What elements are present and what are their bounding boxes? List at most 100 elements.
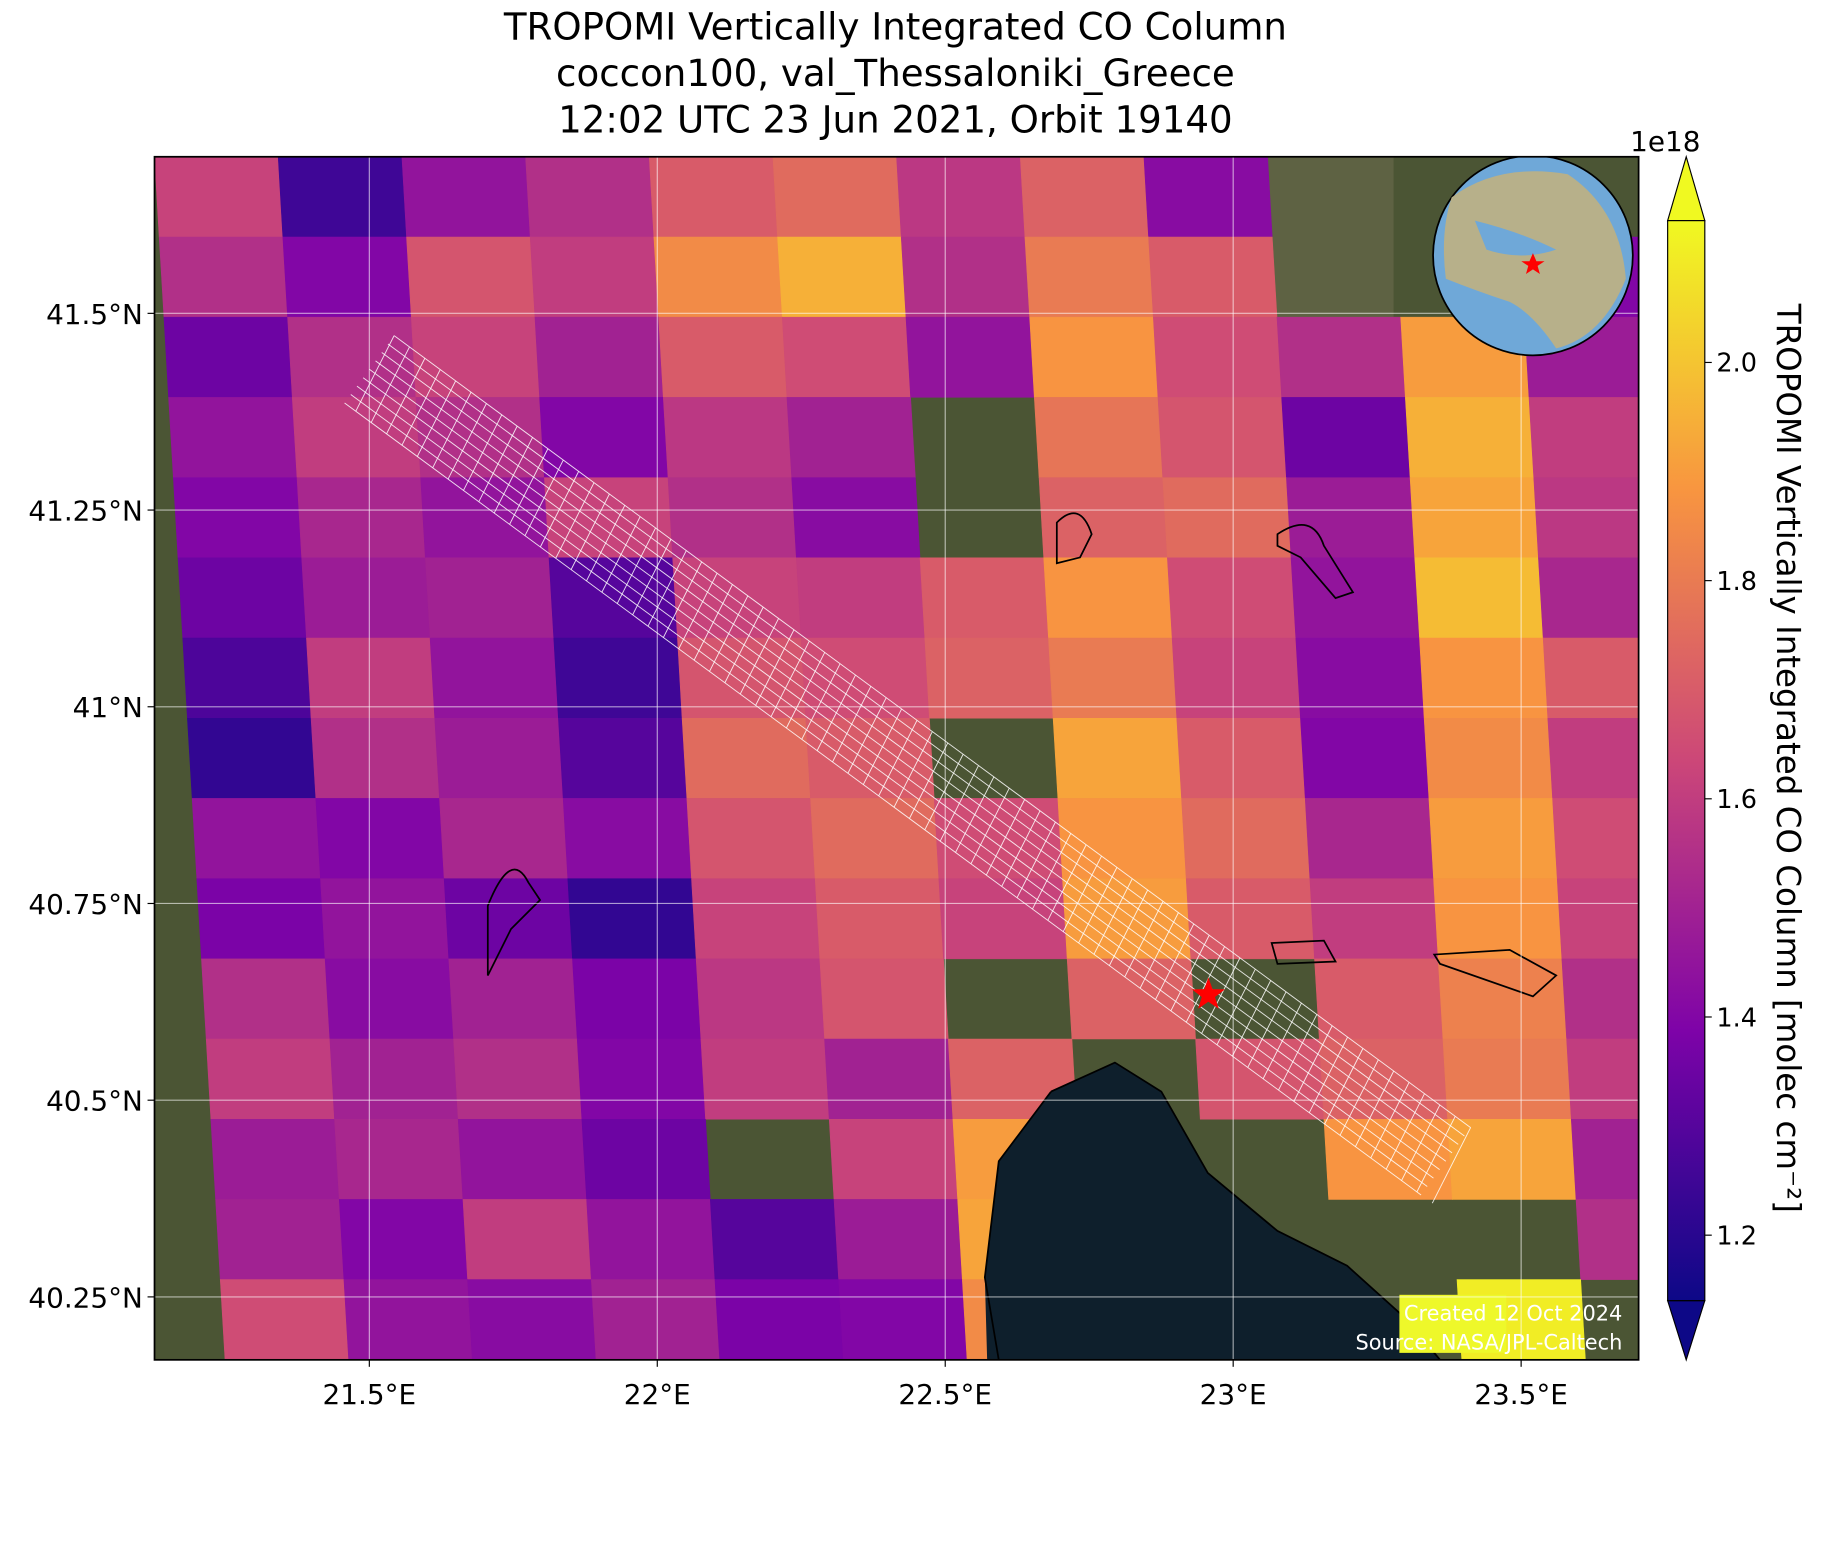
co-pixel [900,236,1030,318]
co-pixel [781,316,911,398]
co-pixel [1162,477,1292,559]
co-pixel [163,316,293,398]
co-pixel [905,316,1035,398]
co-pixel [586,1199,716,1280]
coastline [983,1091,1052,1360]
footprint-line [939,765,979,842]
footprint-line [1278,1014,1318,1091]
footprint-line [724,606,764,683]
co-pixel [1043,557,1173,639]
co-pixel [173,477,302,559]
footprint-line [878,720,918,797]
co-pixel [1024,236,1154,318]
footprint-line [401,369,441,446]
y-tick-label: 40.5°N [46,1085,143,1118]
footprint-line [416,380,457,457]
footprint-line [555,482,595,559]
co-pixel [1148,236,1278,318]
lake [1276,524,1355,600]
footprint-line [1139,912,1179,989]
footprint-line [524,459,564,536]
co-pixel [187,717,317,799]
footprint-line [1201,957,1241,1034]
x-tick-label: 22°E [624,1378,691,1411]
footprint-line [393,335,1471,1128]
footprint-line [432,391,472,468]
footprint-line [1385,1093,1425,1170]
footprint-line [678,572,718,650]
co-pixel [1423,717,1553,799]
footprint-line [1262,1002,1302,1079]
footprint-line [1416,1116,1456,1193]
co-pixel [1405,397,1535,478]
co-pixel [1281,397,1411,478]
co-pixel [1304,798,1434,879]
footprint-line [1032,833,1072,910]
colorbar-exponent: 1e18 [1630,125,1700,158]
footprint-line [539,471,580,548]
co-pixel [1052,717,1182,799]
co-pixel [558,717,688,799]
co-pixel [572,958,702,1040]
footprint-line [924,754,964,831]
footprint-line [1216,968,1256,1046]
grid [154,156,1639,1360]
co-pixel [467,1279,597,1360]
axes: 21.5°E 22°E 22.5°E 23°E 23.5°E 41.5°N 41.25°N 4… [28,298,1568,1411]
co-pixel [401,156,531,238]
co-pixel [301,557,431,639]
co-pixel [896,156,1026,238]
co-pixel [434,717,564,799]
footprint-line [375,360,1453,1154]
x-tick-label: 22.5°E [898,1378,992,1411]
co-pixel [439,798,569,879]
co-pixel [838,1279,968,1360]
co-pixel [1561,958,1639,1040]
co-pixel [168,397,298,478]
footprint-line [662,561,703,638]
footprint-line [847,697,887,774]
footprint-line [647,550,687,627]
annotation: Created 12 Oct 2024 [1404,1301,1622,1325]
co-pixel [810,798,940,879]
co-pixel [453,1038,583,1120]
footprint-line [350,394,1428,1187]
co-pixel [219,1279,349,1360]
co-pixel [1442,1038,1572,1120]
co-pixel [210,1118,340,1200]
footprint-line [1401,1104,1441,1181]
co-pixel [215,1199,345,1280]
footprint-line [570,493,610,570]
co-pixel [1276,316,1406,398]
co-pixel [1566,1038,1639,1120]
co-pixel [282,236,412,318]
co-pixel [158,236,288,318]
map-area: Created 12 Oct 2024 Source: NASA/JPL-Cal… [154,156,1639,1360]
co-pixel [1447,1118,1577,1200]
footprint-line [478,425,518,502]
coastline [1050,1061,1441,1360]
co-pixel [824,1038,954,1120]
co-pixel [695,958,825,1040]
co-pixel [814,878,944,960]
footprint-line [1016,821,1056,898]
footprint-line [509,448,549,525]
footprint-line [801,663,841,740]
footprint-line [1370,1082,1410,1159]
footprint-line [693,584,733,661]
footprint-line [1308,1036,1349,1113]
co-pixel [691,878,821,960]
co-pixel [1167,557,1297,639]
footprint-line [370,346,410,423]
co-pixel [938,878,1068,960]
co-pixel [714,1279,844,1360]
colorbar-extend-bottom [1666,1300,1706,1362]
co-pixel [786,397,916,478]
lake [486,868,542,976]
y-tick-label: 41.25°N [28,495,143,528]
globe-sea [1474,220,1557,256]
footprint-line [1354,1070,1395,1147]
co-pixel [662,397,793,478]
colorbar-tick-label: 1.2 [1716,1221,1757,1251]
